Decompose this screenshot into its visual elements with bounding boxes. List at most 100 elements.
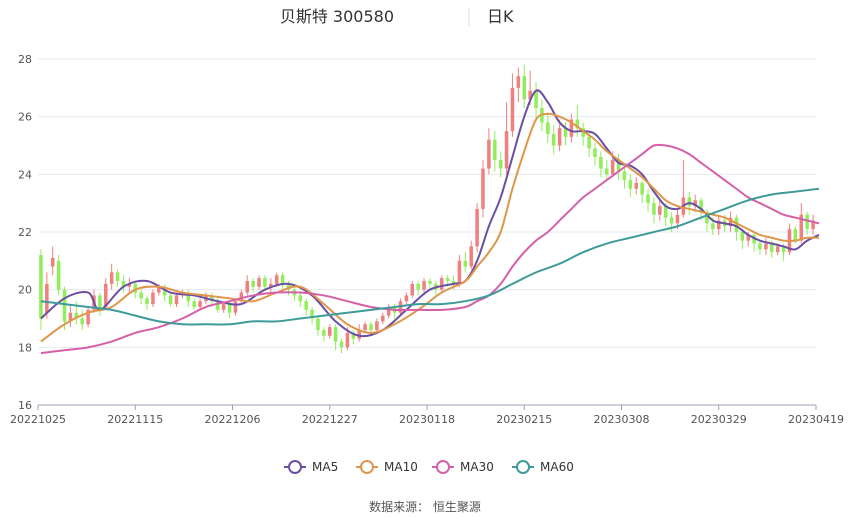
candle — [787, 223, 792, 256]
candle-body — [109, 272, 114, 284]
candle — [616, 154, 621, 181]
candle-body — [115, 272, 120, 282]
candle-body — [463, 260, 468, 267]
candle-body — [711, 223, 715, 230]
candle — [168, 292, 173, 307]
candle — [115, 269, 120, 287]
candle-body — [68, 312, 73, 322]
candle — [504, 102, 509, 175]
candle — [658, 200, 662, 221]
candle-body — [764, 243, 768, 250]
candle-body — [410, 283, 415, 296]
candle-body — [504, 131, 509, 169]
candle — [416, 281, 420, 296]
candle — [327, 324, 332, 339]
candle — [475, 203, 479, 253]
candle-body — [604, 168, 609, 175]
chart-title-name: 贝斯特 300580 — [280, 7, 394, 26]
legend-item-ma10[interactable]: MA10 — [356, 460, 418, 474]
candle-body — [286, 283, 291, 290]
candle-body — [716, 220, 721, 230]
candle-body — [610, 159, 615, 175]
legend-marker-icon — [436, 460, 450, 474]
candle — [469, 240, 473, 270]
candle — [622, 165, 627, 189]
candle-body — [127, 283, 132, 287]
candle — [198, 298, 202, 310]
candle-body — [274, 275, 279, 284]
candle — [310, 306, 314, 325]
candle — [298, 292, 303, 307]
candle-body — [705, 211, 709, 224]
legend-item-ma60[interactable]: MA60 — [512, 460, 574, 474]
candle — [245, 275, 250, 296]
candle — [728, 211, 733, 232]
candle — [546, 113, 550, 143]
candle-body — [799, 214, 804, 241]
candle — [557, 119, 562, 152]
candle-body — [646, 194, 650, 204]
legend-item-ma30[interactable]: MA30 — [432, 460, 494, 474]
candle-body — [121, 281, 126, 287]
candle-body — [775, 246, 780, 253]
candle-body — [587, 136, 591, 149]
candle — [45, 272, 49, 319]
candle-body — [227, 304, 232, 313]
candle — [257, 275, 261, 290]
legend[interactable]: MA5 MA10 MA30 MA60 — [284, 460, 574, 474]
candle-body — [145, 298, 149, 305]
candle-body — [758, 243, 762, 250]
candle — [386, 304, 391, 319]
candle — [734, 214, 739, 241]
candle-body — [693, 200, 697, 207]
x-tick-label: 20221025 — [10, 413, 66, 426]
candle — [233, 298, 238, 316]
candle-body — [445, 278, 450, 282]
candle — [498, 151, 503, 178]
legend-label: MA10 — [384, 460, 418, 474]
candle — [381, 312, 385, 325]
candle — [646, 188, 650, 212]
candle-body — [634, 182, 639, 189]
candle — [304, 298, 308, 316]
candle-body — [628, 180, 633, 189]
candle — [640, 180, 644, 204]
x-tick-label: 20230308 — [594, 413, 650, 426]
candle — [487, 128, 491, 175]
candle — [551, 125, 556, 155]
candle-body — [80, 318, 84, 325]
chart-title-period: 日K — [487, 7, 514, 26]
candle — [805, 211, 809, 235]
candle-body — [728, 217, 733, 227]
candle — [269, 278, 273, 293]
candle-body — [522, 76, 527, 100]
candle — [628, 174, 633, 198]
candle-body — [298, 295, 303, 302]
ma-line-ma5 — [40, 89, 820, 338]
candle-body — [551, 133, 556, 146]
y-tick-label: 22 — [18, 226, 32, 239]
x-tick-label: 20221115 — [107, 413, 163, 426]
candle — [86, 306, 90, 328]
x-tick-label: 20221206 — [205, 413, 261, 426]
legend-item-ma5[interactable]: MA5 — [284, 460, 338, 474]
candle — [534, 82, 538, 120]
candle-body — [487, 139, 491, 169]
candle-body — [640, 182, 644, 195]
x-tick-label: 20230118 — [399, 413, 455, 426]
candle-body — [327, 327, 332, 336]
candle-body — [345, 332, 350, 348]
x-tick-label: 20230329 — [691, 413, 747, 426]
candle-body — [575, 119, 580, 129]
candle — [604, 159, 609, 181]
candle-body — [457, 260, 462, 284]
candle — [139, 289, 143, 305]
candle — [50, 246, 55, 276]
candle-body — [746, 234, 750, 241]
candle-body — [339, 341, 344, 348]
candle — [581, 122, 585, 146]
candle — [693, 194, 697, 212]
candle — [563, 122, 568, 146]
candle — [428, 278, 432, 290]
